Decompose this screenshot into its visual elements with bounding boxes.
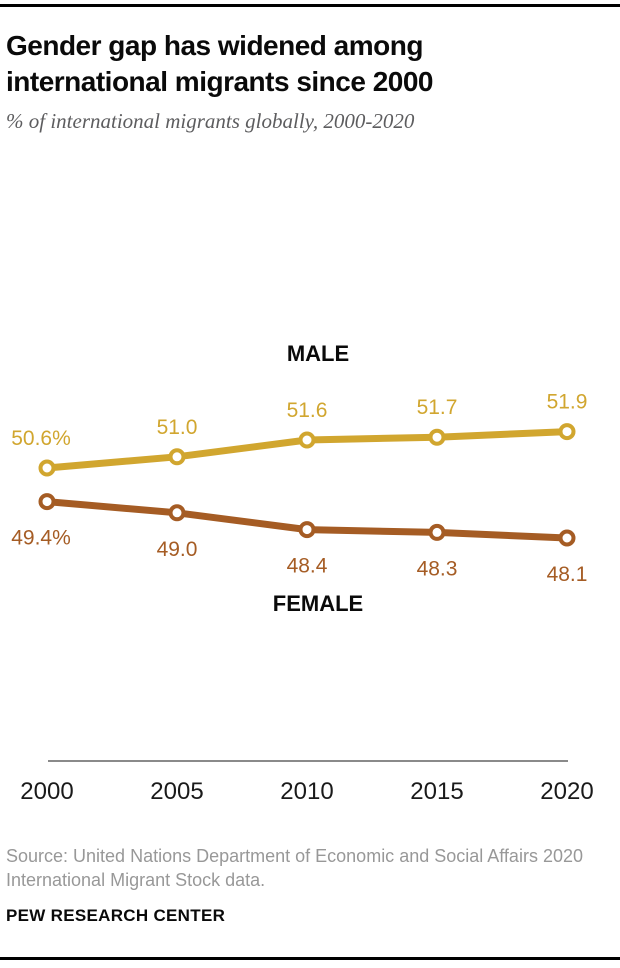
female-point-marker	[168, 504, 186, 522]
female-series-label: FEMALE	[273, 591, 363, 616]
male-point-marker	[38, 459, 56, 477]
female-point-marker	[38, 493, 56, 511]
male-value-label: 51.0	[157, 416, 198, 439]
bottom-divider	[0, 957, 620, 960]
pew-research-center-wordmark: PEW RESEARCH CENTER	[6, 906, 226, 925]
gender-gap-line-chart: MALE 50.6% 51.0 51.6 51.7 51.9 FEMALE 49.4% 49.0…	[11, 341, 593, 805]
chart-subtitle: % of international migrants globally, 20…	[6, 109, 415, 133]
female-value-label: 49.4%	[11, 527, 71, 550]
x-tick-label: 2020	[540, 778, 593, 805]
male-point-marker	[168, 448, 186, 466]
female-point-marker	[298, 521, 316, 539]
male-point-marker	[558, 423, 576, 441]
female-value-label: 49.0	[157, 538, 198, 561]
source-note: Source: United Nations Department of Eco…	[6, 846, 583, 890]
x-tick-label: 2000	[20, 778, 73, 805]
male-value-label: 51.9	[547, 391, 588, 414]
female-value-label: 48.3	[417, 557, 458, 580]
male-value-label: 50.6%	[11, 427, 71, 450]
top-divider	[0, 4, 620, 7]
female-value-label: 48.4	[287, 555, 328, 578]
male-series-label: MALE	[287, 341, 349, 366]
male-value-label: 51.7	[417, 396, 458, 419]
x-tick-label: 2015	[410, 778, 463, 805]
female-point-marker	[558, 529, 576, 547]
x-tick-label: 2005	[150, 778, 203, 805]
page-title: Gender gap has widened among internation…	[6, 30, 434, 97]
female-point-marker	[428, 523, 446, 541]
female-value-label: 48.1	[547, 563, 588, 586]
male-point-marker	[428, 428, 446, 446]
male-value-label: 51.6	[287, 399, 328, 422]
x-tick-label: 2010	[280, 778, 333, 805]
male-point-marker	[298, 431, 316, 449]
